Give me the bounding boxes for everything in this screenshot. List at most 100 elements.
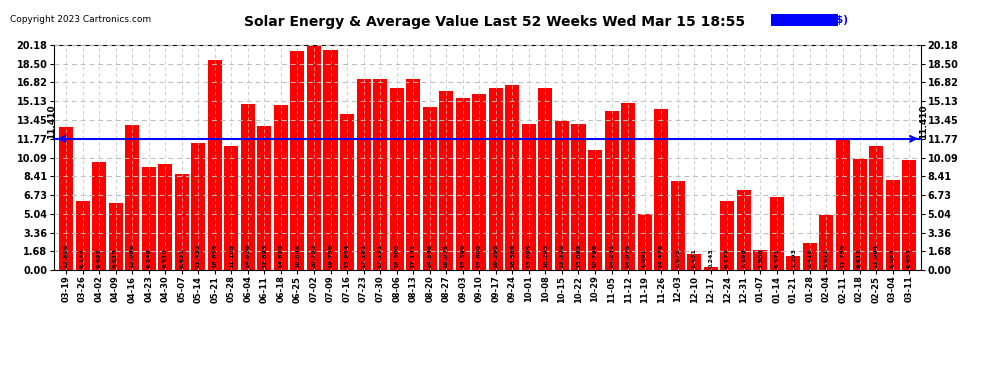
Text: 16.586: 16.586	[510, 244, 515, 268]
Bar	[158, 164, 172, 270]
Text: 16.295: 16.295	[543, 244, 547, 268]
Text: 20.752: 20.752	[312, 244, 317, 268]
Text: 11.108: 11.108	[229, 244, 234, 268]
Text: 6.571: 6.571	[774, 249, 779, 268]
Bar	[125, 125, 140, 270]
Text: 8.064: 8.064	[890, 249, 895, 268]
Bar	[59, 127, 73, 270]
Text: 17.161: 17.161	[361, 244, 366, 268]
Text: 19.758: 19.758	[328, 244, 333, 268]
Text: 14.241: 14.241	[609, 244, 614, 268]
Bar	[670, 181, 685, 270]
Bar	[704, 267, 718, 270]
Bar	[225, 146, 239, 270]
Text: 13.099: 13.099	[576, 244, 581, 268]
Text: 2.416: 2.416	[808, 249, 813, 268]
Text: 1.806: 1.806	[757, 249, 763, 268]
Bar	[472, 94, 486, 270]
Text: 0.243: 0.243	[708, 249, 713, 268]
Text: 7.168: 7.168	[742, 249, 746, 268]
Text: 9.853: 9.853	[907, 249, 912, 268]
Bar	[820, 215, 834, 270]
Bar	[307, 39, 321, 270]
Text: 14.828: 14.828	[278, 244, 283, 268]
Text: Average($): Average($)	[772, 15, 838, 25]
Text: 1.431: 1.431	[692, 249, 697, 268]
Text: 11.410: 11.410	[920, 104, 929, 139]
Text: 9.510: 9.510	[162, 249, 167, 268]
Bar	[290, 51, 305, 270]
Text: Average($): Average($)	[772, 15, 848, 25]
Bar	[109, 203, 123, 270]
Bar	[356, 79, 370, 270]
Bar	[174, 174, 189, 270]
Bar	[555, 122, 569, 270]
Text: 14.920: 14.920	[246, 244, 250, 268]
Bar	[340, 114, 354, 270]
Text: 19.646: 19.646	[295, 244, 300, 268]
Bar	[489, 88, 503, 270]
Text: 11.094: 11.094	[873, 244, 878, 268]
Bar	[241, 104, 254, 270]
Bar	[852, 159, 866, 270]
Text: 8.651: 8.651	[179, 249, 184, 268]
Text: 11.755: 11.755	[841, 244, 845, 268]
Text: 14.646: 14.646	[428, 244, 433, 268]
Text: 18.855: 18.855	[212, 244, 218, 268]
Text: 9.249: 9.249	[147, 249, 151, 268]
Bar	[257, 126, 271, 270]
Text: 11.432: 11.432	[196, 244, 201, 268]
Text: 17.131: 17.131	[377, 244, 382, 268]
Text: 13.954: 13.954	[345, 244, 349, 268]
Bar	[390, 88, 404, 270]
Bar	[753, 250, 767, 270]
Text: 16.075: 16.075	[444, 244, 448, 268]
Bar	[770, 197, 784, 270]
Bar	[721, 201, 735, 270]
Bar	[455, 98, 470, 270]
Bar	[902, 160, 916, 270]
Text: 13.329: 13.329	[559, 244, 564, 268]
Text: 9.692: 9.692	[97, 249, 102, 268]
Bar	[803, 243, 817, 270]
Bar	[440, 91, 453, 270]
Bar	[191, 142, 205, 270]
Bar	[638, 214, 651, 270]
Text: 17.131: 17.131	[411, 244, 416, 268]
Text: 16.295: 16.295	[493, 244, 498, 268]
Bar	[886, 180, 900, 270]
Bar	[522, 124, 536, 270]
Bar	[605, 111, 619, 270]
Text: 6.144: 6.144	[80, 249, 85, 268]
Text: Solar Energy & Average Value Last 52 Weeks Wed Mar 15 18:55: Solar Energy & Average Value Last 52 Wee…	[245, 15, 745, 29]
Text: 4.991: 4.991	[643, 249, 647, 268]
Bar	[92, 162, 106, 270]
Bar	[406, 79, 420, 270]
Text: 14.975: 14.975	[626, 244, 631, 268]
Bar	[621, 103, 636, 270]
Bar	[654, 109, 668, 270]
Text: 6.015: 6.015	[113, 249, 118, 268]
Text: 12.968: 12.968	[130, 244, 135, 268]
Bar	[208, 60, 222, 270]
Bar	[75, 201, 89, 270]
Bar	[737, 190, 750, 270]
Bar	[373, 79, 387, 270]
Text: 7.975: 7.975	[675, 249, 680, 268]
Bar	[869, 146, 883, 270]
Bar	[836, 139, 850, 270]
Text: 12.893: 12.893	[262, 244, 267, 268]
Bar	[571, 124, 585, 270]
Text: 13.095: 13.095	[527, 244, 532, 268]
Bar	[588, 150, 602, 270]
Bar	[142, 167, 155, 270]
Bar	[505, 85, 520, 270]
Text: Copyright 2023 Cartronics.com: Copyright 2023 Cartronics.com	[10, 15, 151, 24]
Bar	[324, 50, 338, 270]
Bar	[687, 254, 701, 270]
Text: 9.911: 9.911	[857, 249, 862, 268]
Text: 14.479: 14.479	[658, 244, 663, 268]
Text: 4.911: 4.911	[824, 249, 829, 268]
Text: 12.859: 12.859	[63, 244, 68, 268]
Bar	[786, 256, 801, 270]
